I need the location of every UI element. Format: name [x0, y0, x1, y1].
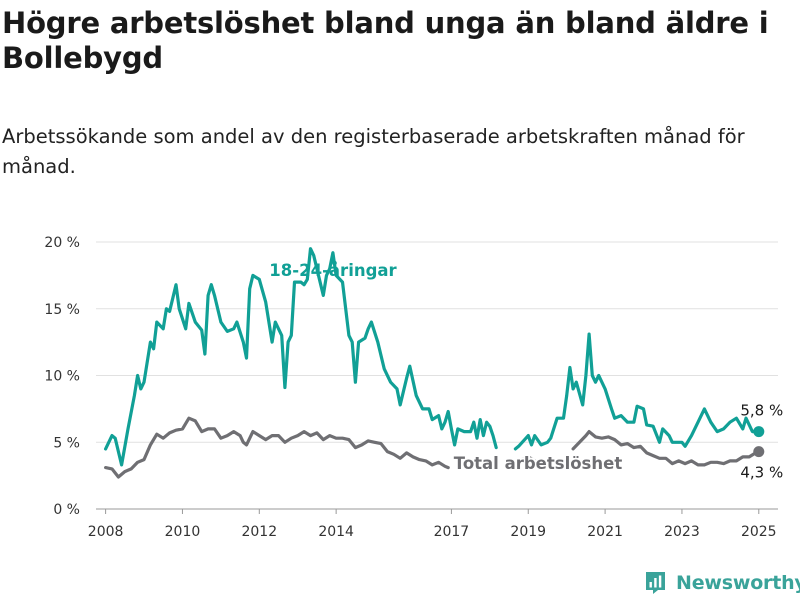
- series-line: [104, 247, 761, 467]
- series-label: 18-24-åringar: [269, 261, 397, 280]
- chart-subtitle: Arbetssökande som andel av den registerb…: [2, 125, 745, 178]
- chart-title: Högre arbetslöshet bland unga än bland ä…: [2, 6, 769, 75]
- x-tick-label: 2010: [165, 524, 201, 540]
- end-value-label: 5,8 %: [740, 402, 783, 420]
- y-axis: 0 % 5 % 10 % 15 % 20 %: [44, 235, 80, 518]
- y-tick-label: 20 %: [44, 235, 80, 251]
- x-axis: 2008 2010 2012 2014 2017 2019 2021 2023 2025: [88, 509, 777, 540]
- y-tick-label: 0 %: [53, 502, 80, 518]
- end-value-label: 4,3 %: [740, 464, 783, 482]
- y-tick-label: 15 %: [44, 302, 80, 318]
- brand-name: Newsworthy: [676, 571, 800, 594]
- x-tick-label: 2025: [741, 524, 777, 540]
- chart-labels: 18-24-åringar Total arbetslöshet 5,8 % 4,3 …: [269, 261, 783, 482]
- x-tick-label: 2012: [241, 524, 277, 540]
- y-tick-label: 5 %: [53, 435, 80, 451]
- x-tick-label: 2008: [88, 524, 124, 540]
- x-tick-label: 2019: [510, 524, 546, 540]
- series-end-marker: [753, 446, 765, 458]
- x-tick-label: 2017: [434, 524, 470, 540]
- x-tick-label: 2023: [664, 524, 700, 540]
- chart-grid: [96, 241, 778, 510]
- y-tick-label: 10 %: [44, 369, 80, 385]
- series-end-marker: [753, 426, 765, 438]
- series-label: Total arbetslöshet: [454, 454, 623, 473]
- series-line: [104, 416, 761, 479]
- bar-chart-icon: [646, 572, 665, 594]
- x-tick-label: 2014: [318, 524, 354, 540]
- newsworthy-logo: Newsworthy: [644, 570, 800, 595]
- x-tick-label: 2021: [587, 524, 623, 540]
- chart-series: [104, 247, 765, 479]
